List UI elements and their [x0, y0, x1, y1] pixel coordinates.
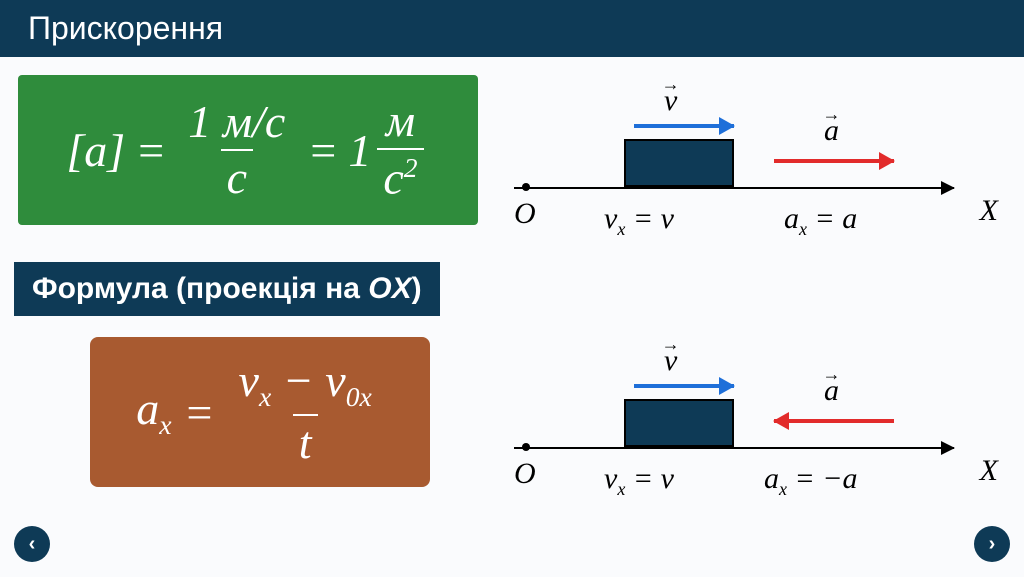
ax-frac: vx − v0x t	[233, 358, 378, 467]
velocity-label: → v	[664, 344, 677, 378]
units-frac-2: м с2	[377, 98, 423, 201]
prev-button[interactable]: ‹	[14, 526, 50, 562]
acceleration-label: → a	[824, 114, 839, 148]
chevron-right-icon: ›	[989, 533, 996, 556]
object-block	[624, 399, 734, 447]
ax-formula-box: ax = vx − v0x t	[90, 337, 430, 487]
ax-lhs: ax	[136, 382, 171, 441]
x-axis	[514, 447, 954, 449]
origin-dot	[522, 183, 530, 191]
units-one: 1	[348, 124, 371, 177]
acceleration-label: → a	[824, 374, 839, 408]
motion-diagram-1: O X → v → a vx = v ax = a	[514, 82, 994, 272]
acceleration-vector	[774, 419, 894, 423]
ax-equation: ax = a	[784, 202, 857, 240]
units-formula-box: [a] = 1 м/с с = 1 м с2	[18, 75, 478, 225]
eq-sign-2: =	[307, 124, 338, 177]
vx-equation: vx = v	[604, 462, 674, 500]
slide-header: Прискорення	[0, 0, 1024, 57]
eq-sign: =	[135, 124, 166, 177]
x-axis-label: X	[980, 194, 998, 228]
vx-equation: vx = v	[604, 202, 674, 240]
velocity-vector	[634, 384, 734, 388]
units-lhs: [a]	[66, 124, 125, 177]
origin-dot	[522, 443, 530, 451]
ax-equation: ax = −a	[764, 462, 858, 500]
slide-title: Прискорення	[28, 10, 223, 46]
object-block	[624, 139, 734, 187]
origin-label: O	[514, 197, 536, 231]
chevron-left-icon: ‹	[29, 533, 36, 556]
eq-sign-3: =	[184, 386, 215, 439]
origin-label: O	[514, 457, 536, 491]
acceleration-vector	[774, 159, 894, 163]
x-axis	[514, 187, 954, 189]
slide-content: [a] = 1 м/с с = 1 м с2 Формула (проекція…	[0, 57, 1024, 577]
motion-diagram-2: O X → v → a vx = v ax = −a	[514, 342, 994, 532]
next-button[interactable]: ›	[974, 526, 1010, 562]
velocity-label: → v	[664, 84, 677, 118]
projection-label-box: Формула (проекція на OX)	[14, 262, 440, 316]
units-frac-1: 1 м/с с	[182, 99, 291, 201]
velocity-vector	[634, 124, 734, 128]
x-axis-label: X	[980, 454, 998, 488]
